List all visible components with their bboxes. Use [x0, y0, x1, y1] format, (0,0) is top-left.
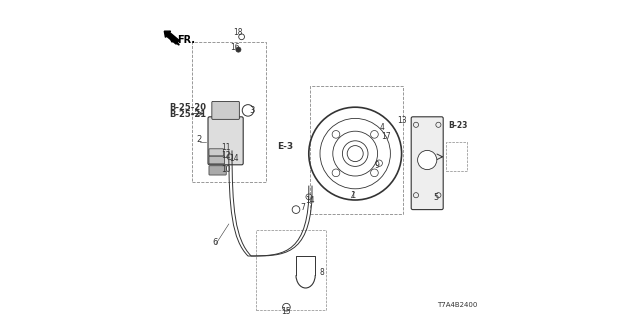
- FancyBboxPatch shape: [209, 166, 227, 175]
- FancyBboxPatch shape: [208, 117, 243, 165]
- Text: E-3: E-3: [277, 142, 293, 151]
- FancyBboxPatch shape: [209, 156, 225, 164]
- Text: 18: 18: [234, 28, 243, 37]
- Text: 1: 1: [351, 191, 356, 200]
- FancyBboxPatch shape: [209, 149, 224, 156]
- Text: 6: 6: [212, 238, 218, 247]
- Text: 14: 14: [306, 196, 316, 205]
- FancyBboxPatch shape: [212, 101, 239, 119]
- Bar: [447, 142, 467, 171]
- Bar: [192, 42, 266, 182]
- FancyArrow shape: [164, 31, 179, 44]
- Text: 8: 8: [320, 268, 324, 277]
- Text: 10: 10: [221, 165, 230, 174]
- Circle shape: [417, 150, 437, 170]
- Bar: [256, 230, 326, 310]
- Circle shape: [236, 47, 241, 52]
- Bar: [310, 86, 403, 214]
- FancyBboxPatch shape: [412, 117, 443, 210]
- Text: 12: 12: [221, 151, 230, 160]
- Text: 5: 5: [434, 193, 439, 202]
- Text: T7A4B2400: T7A4B2400: [437, 302, 478, 308]
- Text: 15: 15: [282, 307, 291, 316]
- Text: B-25-20: B-25-20: [170, 103, 207, 112]
- Text: FR.: FR.: [178, 35, 196, 45]
- Text: 9: 9: [374, 161, 380, 170]
- Text: 14: 14: [229, 154, 239, 163]
- Text: 13: 13: [397, 116, 406, 125]
- Text: 7: 7: [301, 203, 306, 212]
- Text: 17: 17: [381, 132, 390, 141]
- Text: 2: 2: [197, 135, 202, 144]
- Text: 3: 3: [249, 106, 254, 115]
- Text: 16: 16: [230, 43, 239, 52]
- Text: B-25-21: B-25-21: [170, 110, 207, 119]
- Text: 11: 11: [221, 143, 230, 152]
- Text: 4: 4: [380, 123, 384, 132]
- Text: B-23: B-23: [448, 121, 467, 130]
